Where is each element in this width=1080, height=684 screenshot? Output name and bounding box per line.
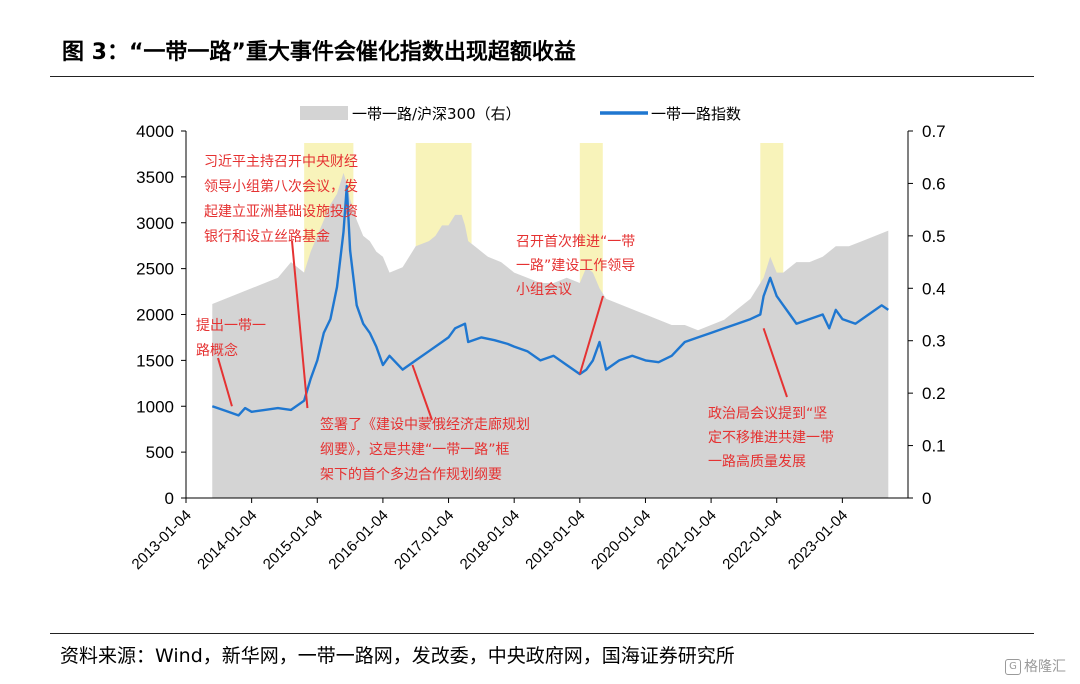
annotation-text: 领导小组第八次会议，发: [204, 178, 358, 195]
annotation-pointer: [411, 364, 433, 421]
annotation-text: 习近平主持召开中央财经: [204, 154, 358, 170]
index-line: [211, 184, 889, 417]
annotation-text: 银行和设立丝路基金: [204, 228, 330, 245]
y-tick-label: 3500: [136, 168, 174, 187]
annotation-text: 政治局会议提到“坚: [708, 406, 827, 422]
legend-label-area: 一带一路/沪深300（右）: [352, 105, 521, 123]
watermark-text: 格隆汇: [1024, 659, 1066, 675]
logo-icon: G: [1005, 659, 1021, 675]
x-tick-label: 2015-01-04: [260, 507, 326, 573]
annotation-text: 路概念: [196, 342, 238, 359]
ratio-area: [212, 172, 889, 498]
annotation-text: 一路”建设工作领导: [516, 258, 635, 274]
annotation-text: 提出一带一: [196, 318, 266, 334]
y2-tick-label: 0.6: [922, 174, 946, 193]
x-tick-label: 2022-01-04: [719, 507, 785, 573]
y2-tick-label: 0.5: [922, 227, 946, 246]
y2-tick-label: 0.1: [922, 437, 946, 456]
annotation-text: 签署了《建设中蒙俄经济走廊规划: [320, 416, 530, 433]
source-note: 资料来源：Wind，新华网，一带一路网，发改委，中央政府网，国海证券研究所: [60, 645, 735, 667]
annotation-text: 架下的首个多边合作规划纲要: [320, 466, 502, 483]
annotation-text: 起建立亚洲基础设施投资: [204, 203, 358, 220]
y-tick-label: 500: [146, 443, 174, 462]
x-tick-label: 2014-01-04: [194, 507, 260, 573]
chart: 0 500 1000 1500 2000 2500 3000 3500 4000 0 0.1 0.2 0…: [129, 105, 946, 573]
annotation-pointer: [291, 240, 309, 409]
annotation-text: 定不移推进共建一带: [708, 430, 834, 446]
x-tick-label: 2017-01-04: [391, 507, 457, 573]
legend-swatch-area: [300, 106, 348, 120]
x-tick-label: 2021-01-04: [654, 507, 720, 573]
annotation-pointer: [578, 295, 604, 375]
y2-tick-label: 0.3: [922, 332, 946, 351]
x-tick-label: 2019-01-04: [522, 507, 588, 573]
bottom-rule: [50, 633, 1034, 634]
annotation-text: 召开首次推进“一带: [516, 234, 635, 250]
watermark-logo: G 格隆汇: [1005, 656, 1066, 676]
annotation-text: 一路高质量发展: [708, 453, 806, 470]
y-tick-label: 1500: [136, 351, 174, 370]
legend-label-line: 一带一路指数: [651, 105, 741, 123]
x-tick-label: 2018-01-04: [457, 507, 523, 573]
y-tick-label: 1000: [136, 397, 174, 416]
y2-tick-label: 0: [922, 489, 931, 508]
annotations: 习近平主持召开中央财经领导小组第八次会议，发起建立亚洲基础设施投资银行和设立丝路…: [196, 154, 834, 483]
legend: 一带一路/沪深300（右） 一带一路指数: [300, 105, 741, 123]
y-tick-label: 4000: [136, 122, 174, 141]
annotation-pointer: [217, 357, 233, 407]
x-tick-label: 2020-01-04: [588, 507, 654, 573]
y-tick-label: 2500: [136, 260, 174, 279]
x-tick-label: 2016-01-04: [325, 507, 391, 573]
figure-title: 图 3：“一带一路”重大事件会催化指数出现超额收益: [62, 40, 576, 65]
x-tick-label: 2023-01-04: [785, 507, 851, 573]
top-rule: [50, 76, 1034, 77]
y2-tick-label: 0.4: [922, 279, 946, 298]
annotation-pointer: [762, 327, 788, 398]
y2-tick-label: 0.7: [922, 122, 946, 141]
annotation-text: 纲要》，这是共建“一带一路”框: [320, 441, 510, 458]
y-tick-label: 2000: [136, 306, 174, 325]
annotation-text: 小组会议: [516, 282, 572, 298]
y-tick-label: 0: [165, 489, 174, 508]
y-tick-label: 3000: [136, 214, 174, 233]
y2-tick-label: 0.2: [922, 384, 946, 403]
x-tick-label: 2013-01-04: [129, 507, 195, 573]
